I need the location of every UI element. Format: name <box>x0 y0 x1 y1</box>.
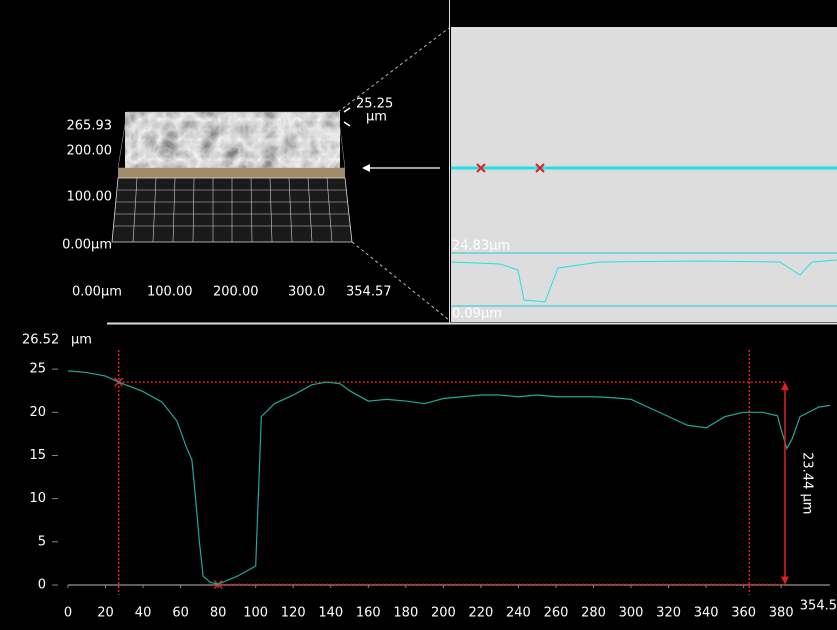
x-tick-label: 220 <box>468 606 493 621</box>
x-tick-label: 320 <box>656 606 681 621</box>
x-tick-label: 280 <box>581 606 606 621</box>
x-tick-label: 180 <box>393 606 418 621</box>
x-tick-label: 200 <box>431 606 456 621</box>
x-tick-label: 360 <box>731 606 756 621</box>
height-unit: µm <box>366 110 387 125</box>
x-tick-label: 120 <box>281 606 306 621</box>
image-texture <box>451 27 837 322</box>
profile-chart: 26.52 µm 0 5 10 15 20 25 0 20 40 60 80 100 120 140 160… <box>22 333 837 621</box>
projection-line <box>352 242 449 320</box>
z-label: 0.00µm <box>62 238 112 253</box>
x-tick-label: 160 <box>356 606 381 621</box>
view-3d: 265.93 200.00 100.00 0.00µm 0.00µm 100.0… <box>62 28 449 320</box>
x-label-3d: 354.57 <box>346 285 392 300</box>
x-end-label: 354.5 <box>800 599 837 614</box>
x-tick-label: 80 <box>210 606 227 621</box>
inset-label: 0.09µm <box>452 307 502 322</box>
y-unit: µm <box>71 333 92 348</box>
x-label-3d: 300.0 <box>288 285 325 300</box>
y-tick-label: 20 <box>29 405 46 420</box>
y-tick-label: 10 <box>29 491 46 506</box>
x-tick-label: 140 <box>318 606 343 621</box>
y-tick-label: 0 <box>38 578 46 593</box>
x-tick-label: 300 <box>619 606 644 621</box>
x-tick-label: 340 <box>694 606 719 621</box>
y-tick-label: 25 <box>29 362 46 377</box>
x-tick-label: 100 <box>243 606 268 621</box>
x-tick-label: 240 <box>506 606 531 621</box>
measurement-label: 23.44 µm <box>799 452 814 514</box>
surface-texture <box>125 112 340 168</box>
app-screen: 265.93 200.00 100.00 0.00µm 0.00µm 100.0… <box>0 0 837 630</box>
x-tick-label: 260 <box>544 606 569 621</box>
y-max-label: 26.52 <box>22 333 59 348</box>
inset-label: 24.83µm <box>452 239 510 254</box>
arrow-head <box>362 164 370 172</box>
x-tick-label: 60 <box>172 606 189 621</box>
x-tick-label: 20 <box>97 606 114 621</box>
x-label-3d: 100.00 <box>147 285 193 300</box>
x-label-3d: 0.00µm <box>72 285 122 300</box>
y-tick-label: 5 <box>38 534 46 549</box>
microscope-image: 24.83µm 0.09µm <box>451 27 837 322</box>
z-label: 100.00 <box>67 190 113 205</box>
z-label: 265.93 <box>67 119 113 134</box>
surface-edge <box>118 168 345 178</box>
profile-line <box>68 371 830 584</box>
y-tick-label: 15 <box>29 448 46 463</box>
x-label-3d: 200.00 <box>213 285 259 300</box>
x-tick-label: 40 <box>135 606 152 621</box>
height-arrows <box>344 108 350 126</box>
z-label: 200.00 <box>67 144 113 159</box>
x-tick-label: 380 <box>769 606 794 621</box>
x-tick-label: 0 <box>64 606 72 621</box>
projection-line <box>338 28 449 112</box>
